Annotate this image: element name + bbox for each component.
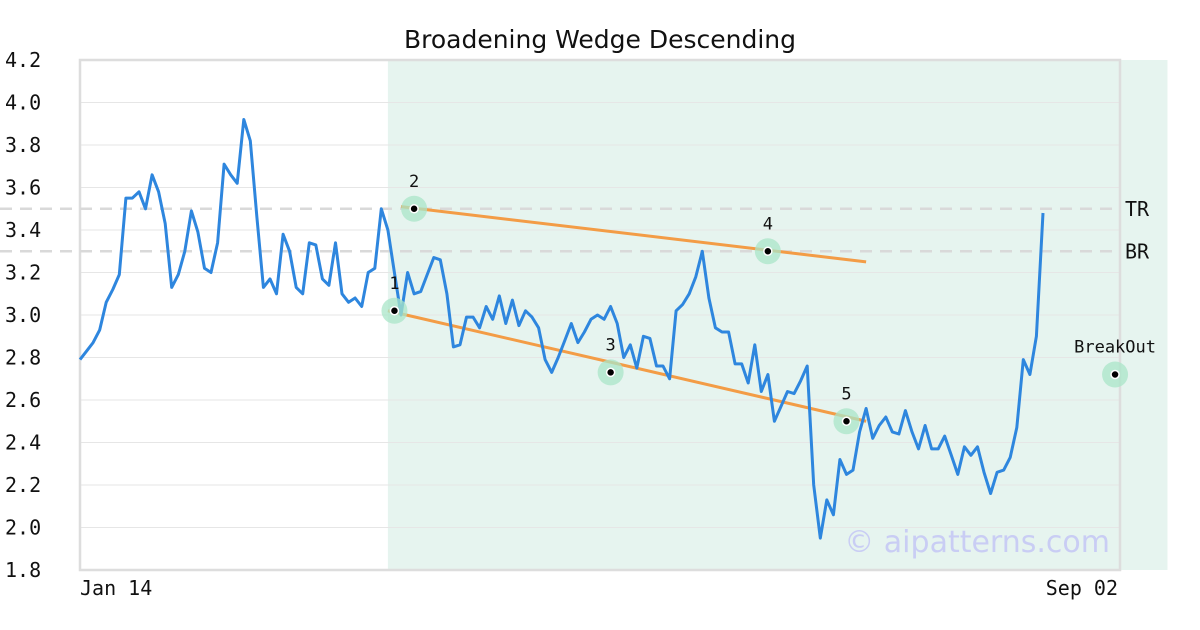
y-tick-label: 3.4 (5, 218, 41, 242)
y-tick-label: 3.6 (5, 176, 41, 200)
level-label: TR (1125, 197, 1150, 221)
y-tick-label: 2.8 (5, 346, 41, 370)
point-marker (409, 204, 419, 214)
y-tick-label: 4.0 (5, 91, 41, 115)
point-label: 5 (841, 384, 851, 404)
y-tick-label: 3.2 (5, 261, 41, 285)
point-label: 2 (409, 172, 419, 192)
point-label: BreakOut (1074, 338, 1156, 358)
point-marker (389, 306, 400, 316)
trendline (387, 309, 867, 423)
trendline (400, 205, 867, 264)
chart-title: Broadening Wedge Descending (404, 25, 796, 54)
point-label: 1 (389, 274, 399, 294)
y-tick-label: 3.8 (5, 133, 41, 157)
plot-frame (78, 58, 1122, 572)
price-line (78, 118, 1045, 540)
x-tick-end: Sep 02 (1046, 576, 1118, 600)
y-tick-label: 1.8 (5, 558, 41, 582)
y-tick-label: 2.4 (5, 431, 41, 455)
pattern-points: 1 2 3 4 5 BreakOut (381, 172, 1156, 435)
y-tick-label: 2.2 (5, 473, 41, 497)
level-label: BR (1125, 239, 1150, 263)
point-label: 3 (606, 335, 616, 355)
point-marker (605, 367, 616, 378)
point-marker (841, 416, 852, 426)
y-tick-label: 2.6 (5, 388, 41, 412)
y-tick-label: 2.0 (5, 516, 41, 540)
y-tick-label: 3.0 (5, 303, 41, 327)
level-lines: TR BR (0, 197, 1150, 263)
y-axis-ticks: 4.2 4.0 3.8 3.6 3.4 3.2 3.0 2.8 2.6 2.4 2.2 2.0 1.8 (5, 48, 41, 582)
price-series (78, 118, 1045, 540)
point-marker (1110, 369, 1120, 380)
y-tick-label: 4.2 (5, 48, 41, 72)
point-marker (763, 246, 773, 256)
watermark: © aipatterns.com (844, 525, 1110, 560)
x-tick-start: Jan 14 (80, 576, 152, 600)
trendlines (387, 205, 867, 423)
point-label: 4 (763, 214, 773, 234)
